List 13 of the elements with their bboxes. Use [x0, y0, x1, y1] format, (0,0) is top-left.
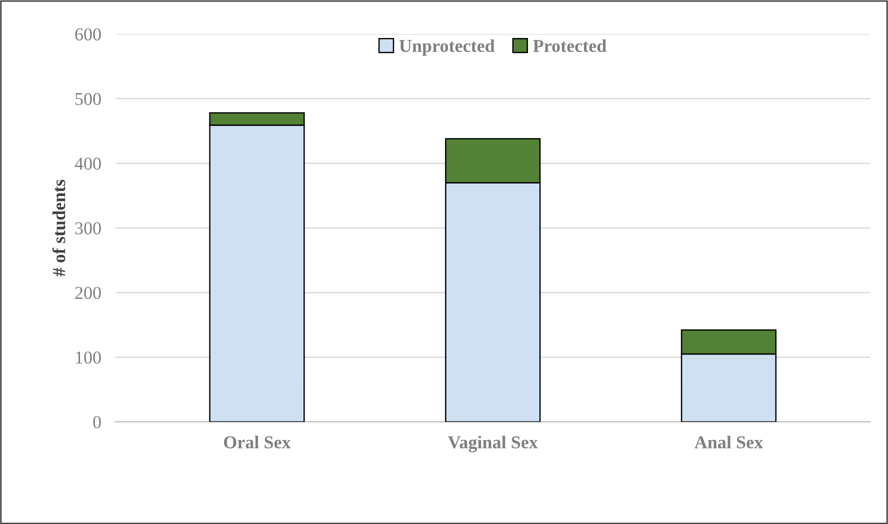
x-tick-label: Vaginal Sex [448, 436, 538, 452]
y-tick-label: 200 [75, 286, 101, 300]
y-tick-label: 500 [76, 92, 101, 106]
y-tick-label: 400 [74, 158, 101, 170]
y-tick-label: 300 [75, 222, 101, 234]
y-tick-label: 600 [75, 28, 101, 40]
legend-label: Unprotected [399, 39, 495, 56]
x-tick-label: Anal Sex [694, 436, 763, 448]
y-tick-label: 100 [76, 351, 101, 364]
legend-label: Protected [533, 39, 606, 52]
y-tick-label: 0 [93, 416, 101, 428]
x-tick-label: Oral Sex [224, 436, 291, 448]
y-axis-title: # of students [52, 180, 66, 276]
